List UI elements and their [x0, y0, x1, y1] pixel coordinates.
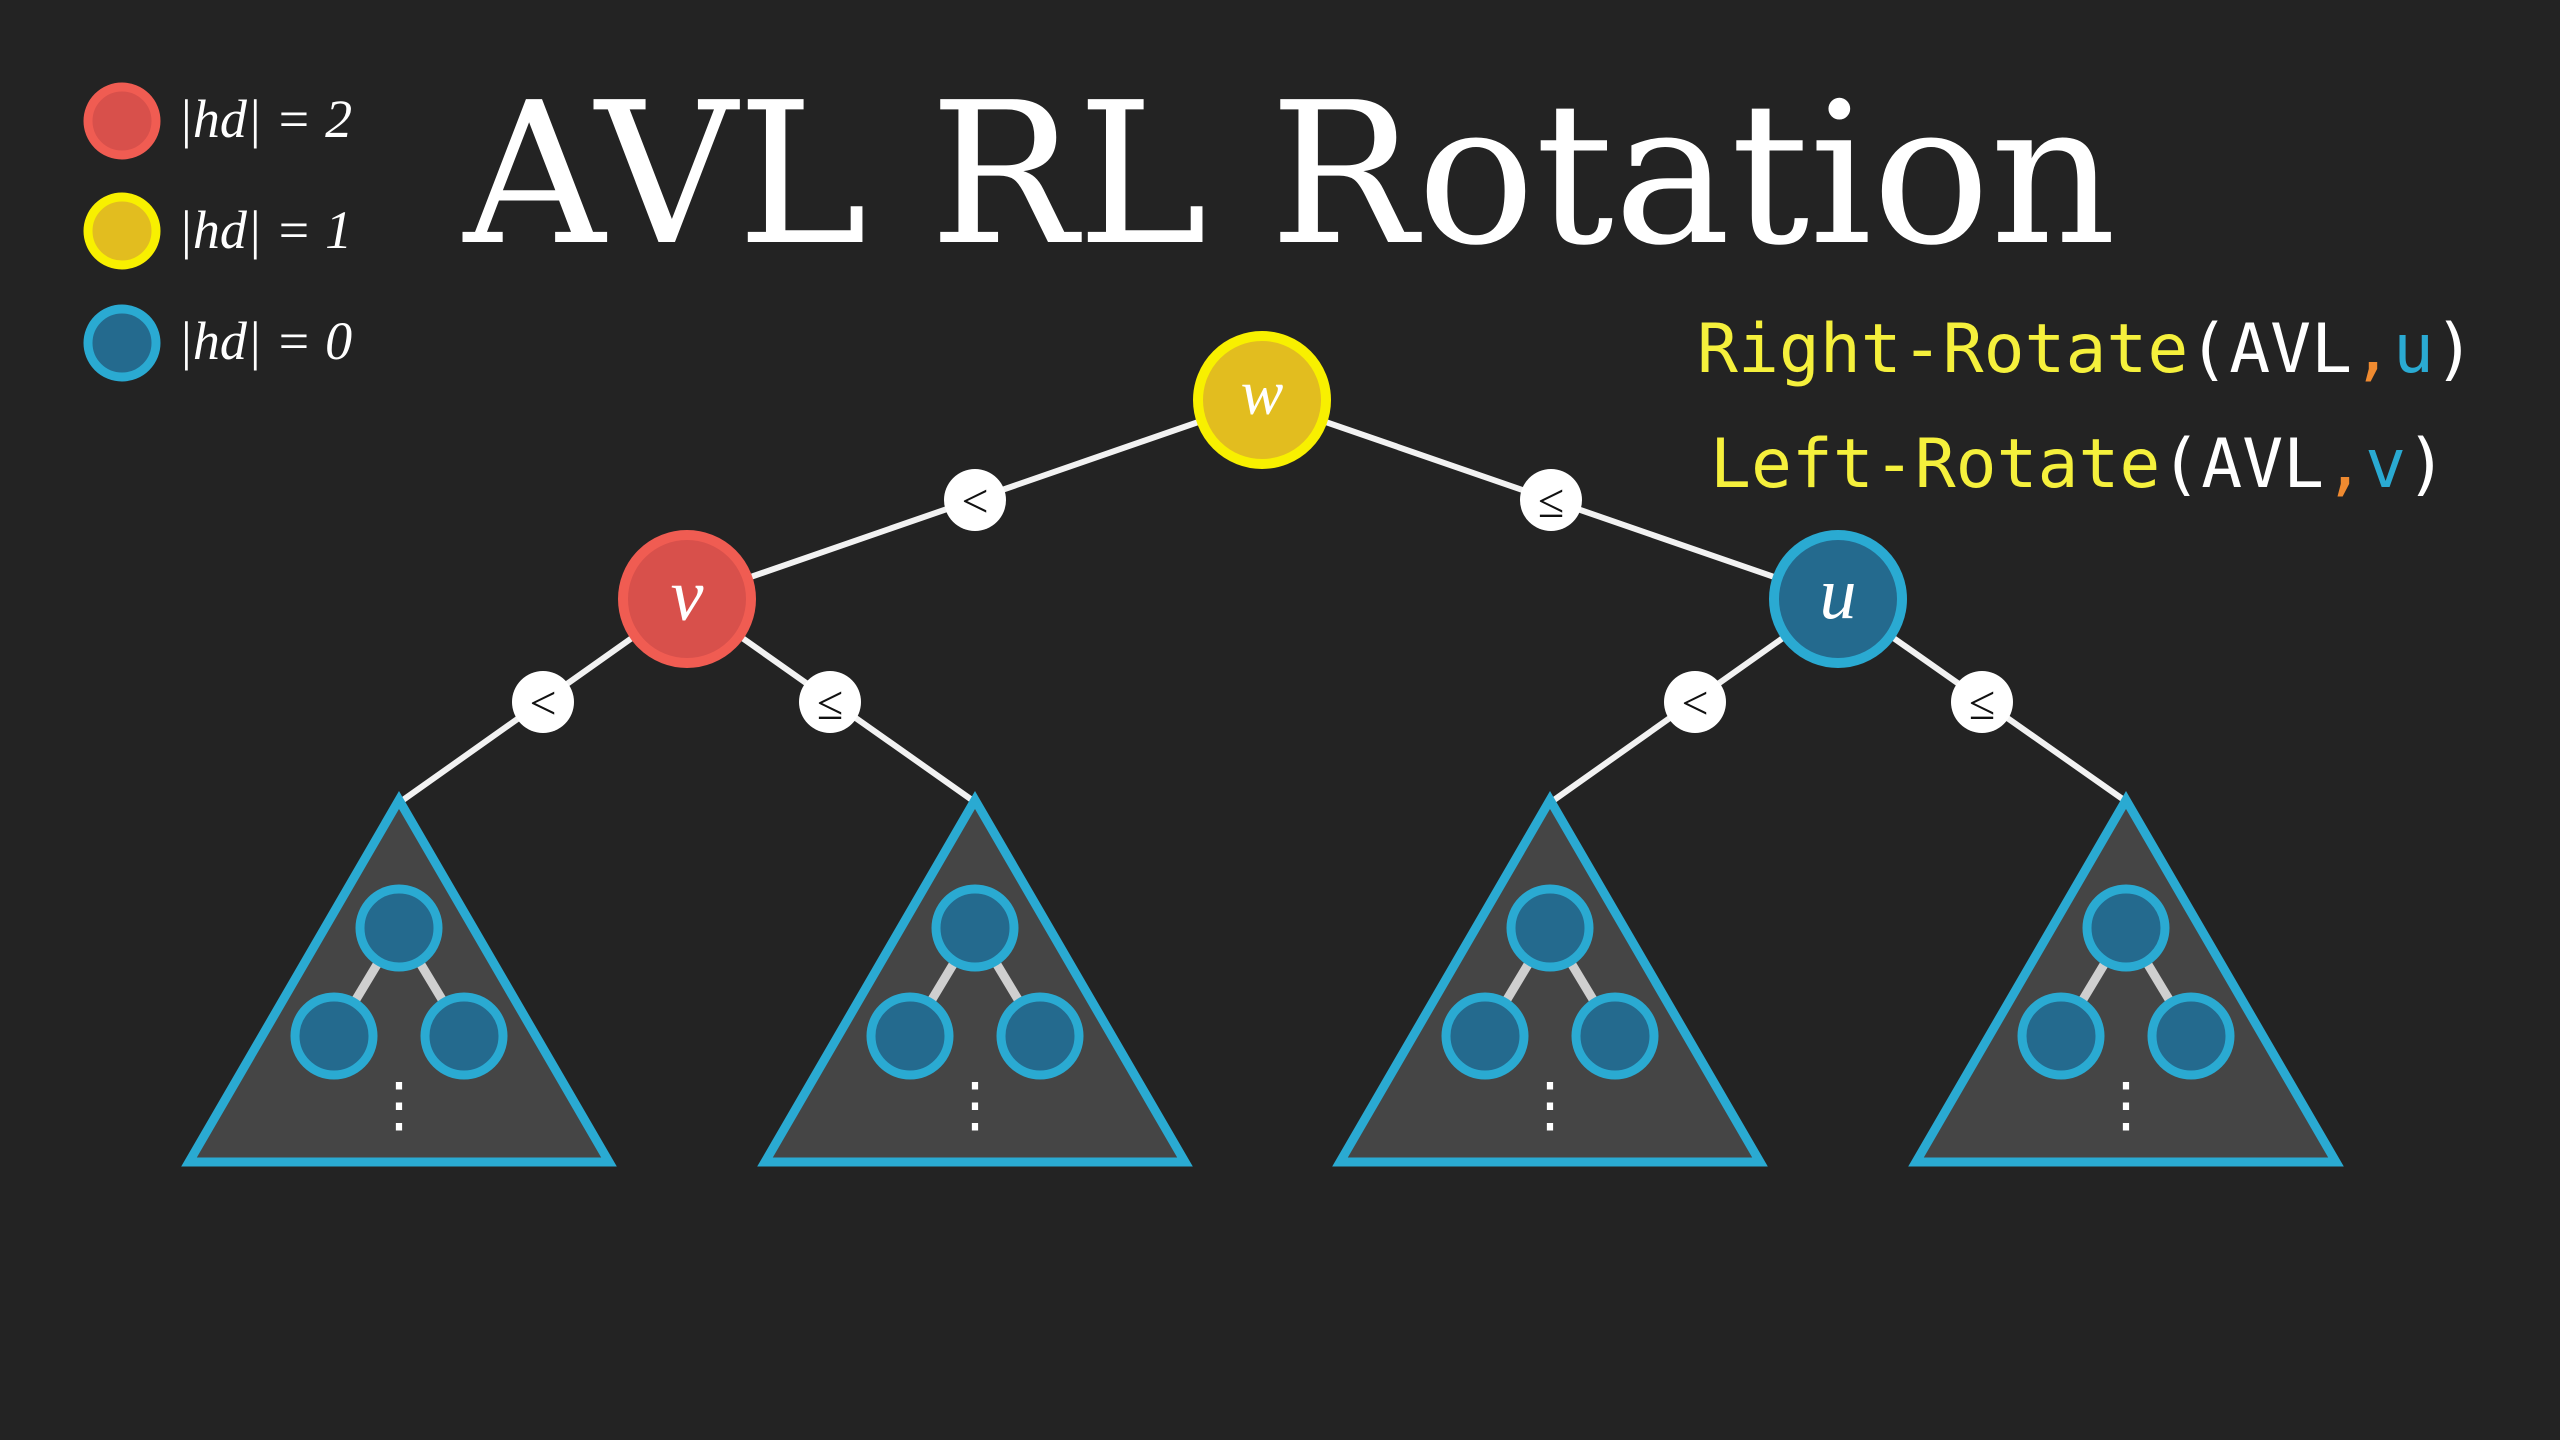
legend-label: |hd| = 2	[178, 89, 352, 149]
legend-label: |hd| = 0	[178, 311, 352, 371]
edge-label-text: <	[529, 677, 556, 730]
legend-swatch-blue	[83, 304, 161, 382]
mini-node	[1506, 884, 1594, 972]
code-comma: ,	[2352, 310, 2393, 389]
code-func: Right-Rotate	[1697, 310, 2188, 389]
code-line-right-rotate: Right-Rotate(AVL,u)	[1697, 310, 2475, 389]
mini-node	[996, 992, 1084, 1080]
subtree: ⋮	[1908, 791, 2344, 1167]
mini-node	[2082, 884, 2170, 972]
code-arg: AVL	[2229, 310, 2352, 389]
node-circle	[618, 530, 756, 668]
legend-swatch-yellow	[83, 192, 161, 270]
subtrees: ⋮ ⋮ ⋮ ⋮	[181, 791, 2344, 1167]
edge-labels: < ≤ < ≤ < ≤	[512, 469, 2013, 733]
code-paren: (	[2160, 425, 2201, 504]
node-w: w	[1193, 331, 1331, 469]
subtree-triangle	[181, 791, 617, 1167]
edge-label-root-right: ≤	[1520, 469, 1582, 531]
edge-label-left-left: <	[512, 671, 574, 733]
legend-item-hd-2: |hd| = 2	[83, 82, 352, 160]
subtree-triangle	[1332, 791, 1768, 1167]
code-var: v	[2365, 425, 2406, 504]
mini-node	[355, 884, 443, 972]
edge-label-badge	[1664, 671, 1726, 733]
edge-label-right-right: ≤	[1951, 671, 2013, 733]
code-paren: (	[2188, 310, 2229, 389]
legend-item-hd-1: |hd| = 1	[83, 192, 352, 270]
edge-label-text: <	[961, 475, 988, 528]
edge-label-left-right: ≤	[799, 671, 861, 733]
edge-label-badge	[1951, 671, 2013, 733]
code-line-left-rotate: Left-Rotate(AVL,v)	[1710, 425, 2447, 504]
page-title: AVL RL Rotation	[462, 61, 2117, 289]
node-u: u	[1769, 530, 1907, 668]
edge-label-text: ≤	[1538, 475, 1564, 528]
node-circle	[1193, 331, 1331, 469]
mini-node	[420, 992, 508, 1080]
subtree-ellipsis: ⋮	[945, 1072, 1005, 1138]
legend: |hd| = 2 |hd| = 1 |hd| = 0	[83, 82, 352, 382]
node-label: u	[1820, 553, 1857, 635]
mini-node	[2017, 992, 2105, 1080]
subtree-ellipsis: ⋮	[2096, 1072, 2156, 1138]
code-paren: )	[2434, 310, 2475, 389]
mini-node	[290, 992, 378, 1080]
node-label: w	[1241, 357, 1284, 428]
subtree: ⋮	[1332, 791, 1768, 1167]
legend-label: |hd| = 1	[178, 200, 352, 260]
edge-label-badge	[799, 671, 861, 733]
legend-item-hd-0: |hd| = 0	[83, 304, 352, 382]
edge-label-text: ≤	[1969, 677, 1995, 730]
mini-node	[1571, 992, 1659, 1080]
edge-label-badge	[944, 469, 1006, 531]
edge-label-badge	[512, 671, 574, 733]
mini-node	[931, 884, 1019, 972]
rotation-code: Right-Rotate(AVL,u) Left-Rotate(AVL,v)	[1697, 310, 2475, 504]
subtree-triangle	[757, 791, 1193, 1167]
node-v: v	[618, 530, 756, 668]
code-comma: ,	[2324, 425, 2365, 504]
edge-label-text: ≤	[817, 677, 843, 730]
code-paren: )	[2406, 425, 2447, 504]
subtree-ellipsis: ⋮	[1520, 1072, 1580, 1138]
legend-swatch-red	[83, 82, 161, 160]
tree-nodes: w v u	[618, 331, 1907, 668]
node-circle	[1769, 530, 1907, 668]
edge-label-text: <	[1681, 677, 1708, 730]
subtree-triangle	[1908, 791, 2344, 1167]
edge-label-badge	[1520, 469, 1582, 531]
subtree: ⋮	[181, 791, 617, 1167]
mini-node	[1441, 992, 1529, 1080]
node-label: v	[671, 555, 704, 637]
mini-node	[2147, 992, 2235, 1080]
code-func: Left-Rotate	[1710, 425, 2160, 504]
edge-label-root-left: <	[944, 469, 1006, 531]
subtree: ⋮	[757, 791, 1193, 1167]
code-var: u	[2393, 310, 2434, 389]
subtree-ellipsis: ⋮	[369, 1072, 429, 1138]
mini-node	[866, 992, 954, 1080]
edge-label-right-left: <	[1664, 671, 1726, 733]
code-arg: AVL	[2201, 425, 2324, 504]
